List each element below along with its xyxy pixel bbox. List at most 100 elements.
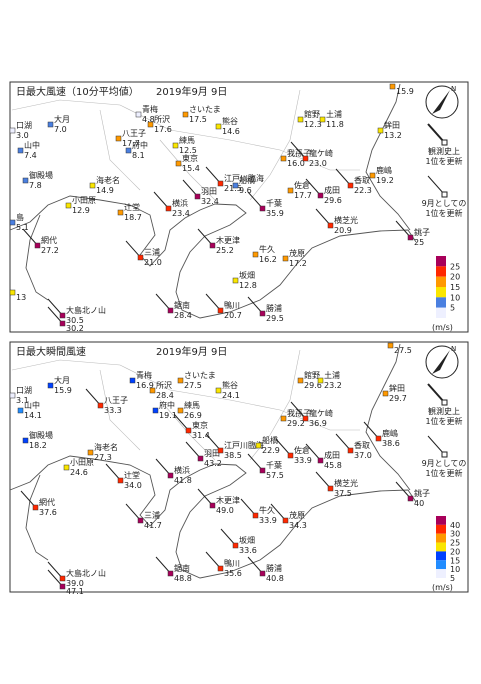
station-marker xyxy=(347,182,354,189)
station-name: 口湖 xyxy=(16,386,32,395)
station-marker xyxy=(302,415,309,422)
symbol-arrow xyxy=(427,175,445,195)
station-value: 35.9 xyxy=(266,209,284,218)
legend-swatch xyxy=(436,256,446,267)
station-name: 網代 xyxy=(39,497,55,507)
station-marker xyxy=(280,415,287,422)
symbol-label: 1位を更新 xyxy=(425,208,462,218)
station-name: 佐倉 xyxy=(294,445,310,455)
station-name: 海老名 xyxy=(94,442,118,452)
station-value: 28.4 xyxy=(174,311,192,320)
station-value: 32.4 xyxy=(201,197,219,206)
compass-n: N xyxy=(451,85,456,93)
station-marker xyxy=(369,172,376,179)
station-value: 29.7 xyxy=(389,394,407,403)
station-name: 山中 xyxy=(24,400,40,410)
station-marker xyxy=(287,452,294,459)
station-name: 佐倉 xyxy=(294,180,310,190)
station-name: 勝浦 xyxy=(266,303,282,313)
station-value: 8.1 xyxy=(132,151,145,160)
station-marker xyxy=(347,447,354,454)
station-marker xyxy=(22,437,29,444)
station-value: 41.7 xyxy=(144,521,162,530)
panel-title: 日最大風速（10分平均値） xyxy=(16,85,139,98)
station-name: 大島北ノ山 xyxy=(66,305,106,315)
legend-label: 5 xyxy=(450,574,455,583)
legend-swatch xyxy=(436,307,446,318)
station-name: 府中 xyxy=(132,140,148,150)
station-name: 東京 xyxy=(192,420,208,430)
station-name: 横浜 xyxy=(174,465,190,475)
station-name: 成田 xyxy=(324,185,340,195)
station-marker xyxy=(209,502,216,509)
station-marker xyxy=(59,575,66,582)
station-marker xyxy=(280,155,287,162)
station-name: 青梅 xyxy=(142,104,158,114)
station-name: 羽田 xyxy=(201,187,217,196)
station-marker xyxy=(32,504,39,511)
station-name: 口湖 xyxy=(16,121,32,130)
legend-swatch xyxy=(436,516,446,525)
station-name: 御殿場 xyxy=(29,170,53,180)
legend-swatch xyxy=(436,542,446,552)
station-marker xyxy=(177,407,184,414)
symbol-arrow xyxy=(427,123,445,143)
station-marker xyxy=(375,435,382,442)
station-value: 33.3 xyxy=(104,406,122,415)
station-name: 木更津 xyxy=(216,235,240,245)
station-value: 13 xyxy=(16,293,26,302)
station-value: 19.1 xyxy=(159,411,177,420)
station-value: 23.4 xyxy=(172,209,190,218)
station-name: 船橋 xyxy=(239,175,255,185)
station-name: 成田 xyxy=(324,450,340,460)
legend-swatch xyxy=(436,533,446,543)
legend-unit: (m/s) xyxy=(432,583,453,592)
symbol-label: 1位を更新 xyxy=(425,416,462,426)
station-marker xyxy=(327,485,334,492)
station-marker xyxy=(302,155,309,162)
station-name: 館野 xyxy=(304,370,320,380)
station-marker xyxy=(9,127,16,134)
station-name: 羽田 xyxy=(204,449,220,458)
station-value: 37.5 xyxy=(334,489,352,498)
station-name: 鉾田 xyxy=(384,120,400,130)
station-name: 江戸川臨海 xyxy=(224,173,264,183)
station-marker xyxy=(317,192,324,199)
station-value: 3.0 xyxy=(16,131,29,140)
station-value: 30.2 xyxy=(66,324,84,333)
station-marker xyxy=(125,147,132,154)
station-name: 土浦 xyxy=(324,370,340,380)
station-value: 24.6 xyxy=(70,468,88,477)
station-value: 16.9 xyxy=(136,381,154,390)
station-value: 11.8 xyxy=(326,120,344,129)
station-value: 38.5 xyxy=(224,451,242,460)
station-marker xyxy=(259,570,266,577)
station-name: 我孫子 xyxy=(287,148,311,158)
station-marker xyxy=(232,182,239,189)
station-marker xyxy=(22,177,29,184)
station-name: 牛久 xyxy=(259,244,275,254)
station-name: 横浜 xyxy=(172,198,188,208)
symbol-box xyxy=(441,139,448,146)
station-value: 25.2 xyxy=(216,246,234,255)
station-marker xyxy=(149,387,156,394)
station-value: 29.6 xyxy=(324,196,342,205)
station-marker xyxy=(97,402,104,409)
station-value: 17.6 xyxy=(154,125,172,134)
station-marker xyxy=(47,121,54,128)
legend-unit: (m/s) xyxy=(432,323,453,332)
station-value: 12.8 xyxy=(239,281,257,290)
station-value: 23.2 xyxy=(324,381,342,390)
legend-swatch xyxy=(436,287,446,298)
station-marker xyxy=(282,517,289,524)
station-name: 大月 xyxy=(54,375,70,385)
station-marker xyxy=(59,583,66,590)
legend-swatch xyxy=(436,276,446,287)
station-value: 41.8 xyxy=(174,476,192,485)
station-name: 鹿嶋 xyxy=(382,428,398,438)
station-marker xyxy=(185,427,192,434)
station-marker xyxy=(319,116,326,123)
station-marker xyxy=(172,142,179,149)
station-name: 熊谷 xyxy=(222,116,238,126)
station-name: 辻堂 xyxy=(124,470,140,480)
